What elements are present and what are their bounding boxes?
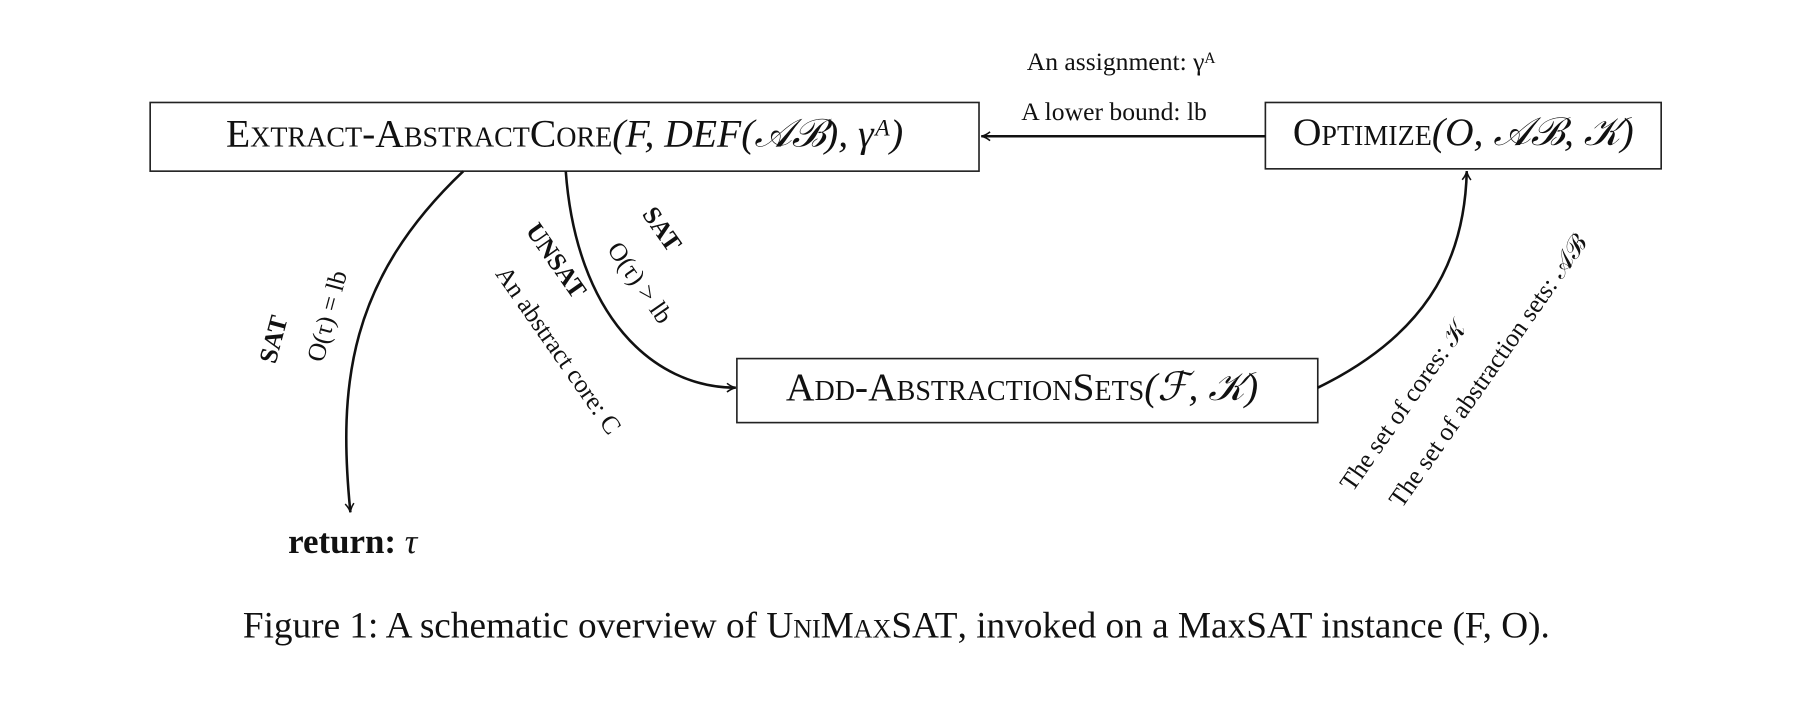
node-label: Optimize(O, 𝒜ℬ, 𝒦) [1293,110,1634,154]
box [736,357,1319,424]
node-label: Extract-AbstractCore(F, DEF(𝒜ℬ), γᴬ) [226,111,903,155]
box [149,101,980,172]
caption-name: UniMaxSAT [766,605,957,646]
edge [564,171,736,393]
caption-text: , invoked on a MaxSAT instance (F, O). [958,605,1550,646]
return-value: τ [405,522,419,561]
box [1264,101,1662,170]
edge [344,170,465,513]
node-args: (F, DEF(𝒜ℬ), γᴬ) [612,111,903,155]
edge-label: O(τ) = lb [301,267,353,364]
node-name: Optimize [1293,110,1432,154]
caption-text: Figure 1: A schematic overview of [243,605,766,646]
node-name: Extract-AbstractCore [226,111,612,155]
node-args: (ℱ, 𝒦) [1144,365,1258,409]
node-name: Add-AbstractionSets [786,365,1144,409]
edge [1317,170,1472,389]
node-args: (O, 𝒜ℬ, 𝒦) [1432,110,1634,154]
node-label: Add-AbstractionSets(ℱ, 𝒦) [786,365,1258,409]
edge-label: SAT [637,201,688,257]
caption: Figure 1: A schematic overview of UniMax… [243,605,1550,646]
edge-label: SAT [253,312,293,366]
edge-label: A lower bound: lb [1021,97,1207,126]
edge-label: An assignment: γᴬ [1027,47,1216,76]
return-keyword: return: [288,522,396,561]
return-label: return: τ [288,522,419,561]
